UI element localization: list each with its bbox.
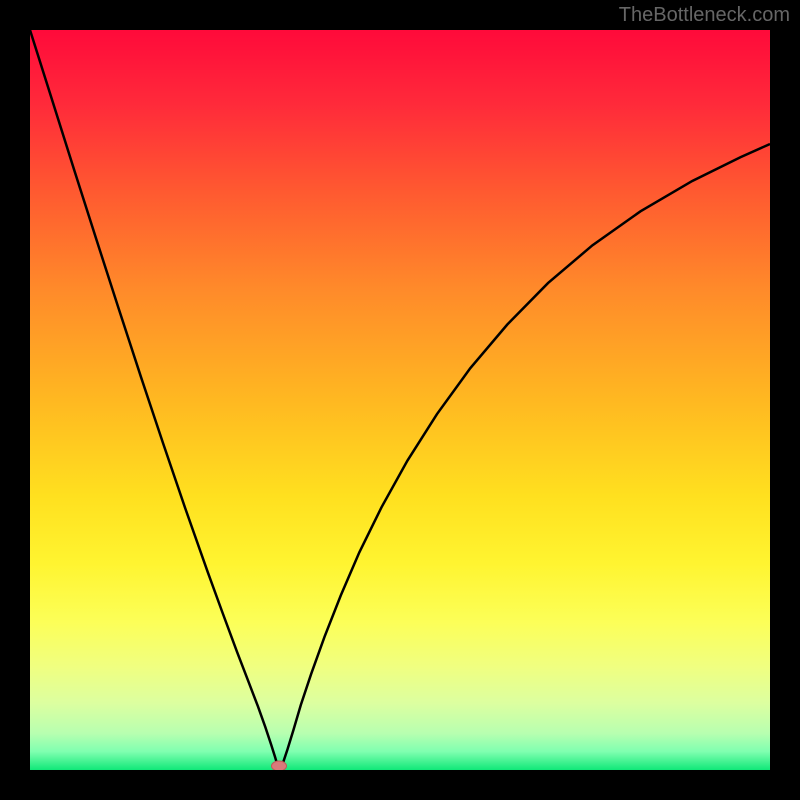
minimum-marker: [271, 761, 287, 770]
curve-svg: [30, 30, 770, 770]
watermark-text: TheBottleneck.com: [619, 4, 790, 27]
plot-area: [30, 30, 770, 770]
chart-canvas: TheBottleneck.com: [0, 0, 800, 800]
bottleneck-curve: [30, 30, 770, 769]
